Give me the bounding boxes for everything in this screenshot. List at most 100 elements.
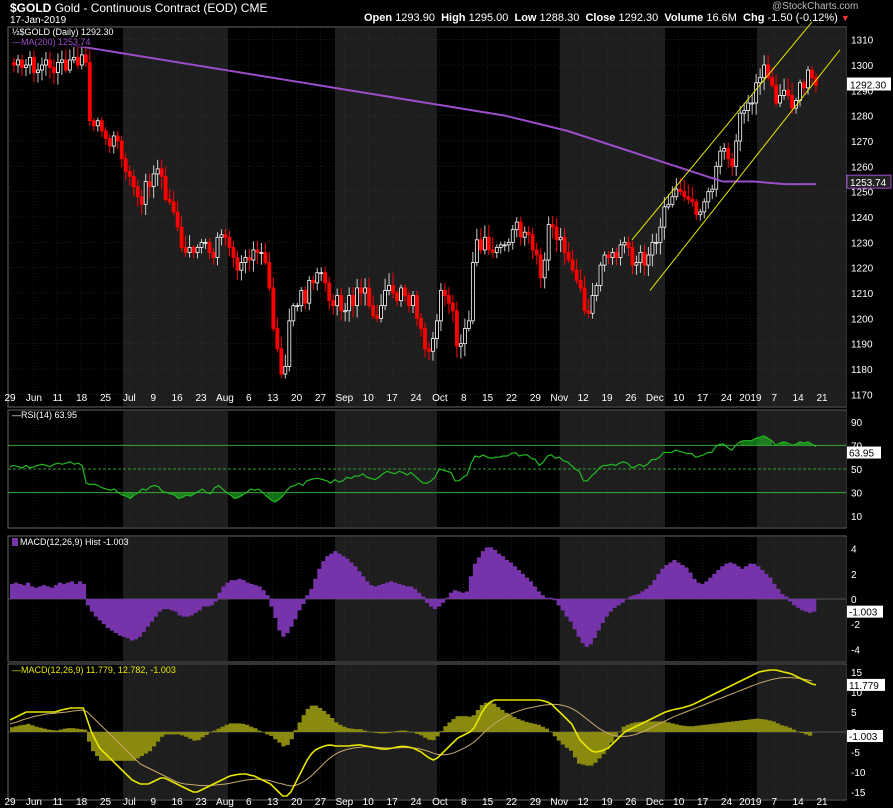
candle	[271, 287, 276, 329]
candle	[48, 59, 52, 68]
macd-hist-bar	[803, 732, 809, 735]
x-axis-label-bottom: 25	[100, 797, 112, 808]
candle	[630, 246, 635, 266]
macd-hist-bar	[74, 728, 80, 732]
candle	[490, 249, 495, 253]
hist-tick-label: 0	[851, 595, 857, 606]
hist-bar	[325, 556, 330, 599]
macd-hist-bar	[694, 725, 699, 732]
hist-bar	[257, 586, 262, 599]
candle	[558, 236, 563, 241]
macd-hist-bar	[139, 732, 144, 756]
rsi-last-box	[847, 446, 881, 459]
macd-hist-bar	[771, 721, 776, 732]
hist-bar	[65, 582, 71, 599]
candle	[614, 252, 619, 258]
hist-bar	[440, 599, 446, 603]
macd-hist-bar	[658, 721, 663, 732]
watermark: @StockCharts.com	[772, 1, 859, 12]
hist-bar	[145, 599, 150, 627]
candle	[151, 173, 156, 188]
candle	[578, 279, 583, 289]
candle	[734, 140, 739, 167]
macd-hist-bar	[244, 724, 250, 732]
candle	[135, 186, 140, 198]
x-axis-label: 12	[578, 393, 590, 404]
macd-hist-bar	[487, 702, 493, 732]
macd-hist-bar	[508, 715, 513, 732]
macd-hist-bar	[463, 716, 468, 732]
x-axis-label: 14	[793, 393, 805, 404]
candle	[355, 287, 360, 307]
macd-hist-bar	[261, 732, 266, 733]
macd-hist-bar	[722, 722, 728, 732]
macd-hist-bar	[208, 732, 213, 733]
candle	[335, 295, 340, 307]
macd-hist-bar	[281, 732, 286, 747]
x-axis-label-bottom: 27	[315, 797, 327, 808]
rsi-tick-label: 90	[851, 418, 863, 429]
candle	[187, 246, 192, 253]
candle	[622, 241, 627, 246]
macd-tick-label: -15	[851, 788, 866, 799]
candle	[219, 234, 224, 238]
macd-hist-bar	[248, 726, 254, 732]
macd-hist-bar	[734, 720, 740, 732]
candle	[730, 158, 735, 167]
candle	[40, 64, 44, 71]
hist-bar	[293, 599, 298, 620]
candle	[383, 290, 387, 307]
macd-hist-bar	[159, 732, 165, 737]
candle	[399, 287, 403, 301]
candle	[738, 112, 743, 142]
candle	[59, 59, 64, 63]
macd-hist-bar	[690, 726, 695, 732]
hist-bar	[640, 591, 645, 599]
candle	[307, 279, 312, 304]
open-value: 1293.90	[395, 12, 435, 24]
macd-tick-label: 5	[851, 708, 857, 719]
price-tick-label: 1230	[851, 238, 874, 249]
candle	[546, 224, 551, 261]
macd-hist-bar	[277, 732, 282, 743]
macd-hist-bar	[710, 723, 716, 732]
macd-hist-bar	[730, 721, 736, 732]
candle	[686, 196, 691, 200]
hist-bar	[149, 599, 154, 622]
candle	[103, 130, 108, 139]
hist-bar	[205, 599, 210, 607]
hist-tick-label: 2	[851, 570, 857, 581]
x-axis-label-bottom: Jun	[26, 797, 42, 808]
candle	[83, 54, 88, 63]
macd-hist-bar	[196, 732, 201, 741]
chart-date: 17-Jan-2019	[10, 15, 67, 26]
hist-bar	[648, 585, 653, 599]
macd-hist-bar	[334, 722, 339, 732]
close-label: Close	[585, 12, 616, 24]
x-axis-label-bottom: 24	[721, 797, 733, 808]
hist-last-box	[847, 605, 883, 618]
x-axis-label: 26	[625, 393, 637, 404]
macd-hist-bar	[257, 730, 262, 732]
macd-hist-bar	[625, 724, 630, 732]
macd-tick-label: -5	[851, 748, 860, 759]
x-axis-label-bottom: 21	[816, 797, 828, 808]
price-tick-label: 1220	[851, 264, 874, 275]
x-axis-label-bottom: 23	[195, 797, 207, 808]
hist-bar	[736, 566, 741, 599]
price-tick-label: 1190	[851, 340, 873, 351]
macd-hist-bar	[42, 728, 47, 732]
hist-bar	[377, 585, 382, 599]
candle	[275, 328, 280, 350]
macd-hist-bar	[269, 732, 274, 736]
hist-bar	[13, 582, 19, 599]
macd-hist-bar	[479, 705, 485, 732]
x-axis-label: 20	[291, 393, 303, 404]
macd-tick-label: -10	[851, 768, 866, 779]
hist-bar	[89, 599, 95, 612]
hist-bar	[269, 599, 274, 607]
macd-hist-bar	[390, 732, 396, 733]
macd-hist-bar	[552, 732, 558, 737]
candle	[195, 246, 200, 253]
macd-hist-bar	[151, 732, 157, 747]
